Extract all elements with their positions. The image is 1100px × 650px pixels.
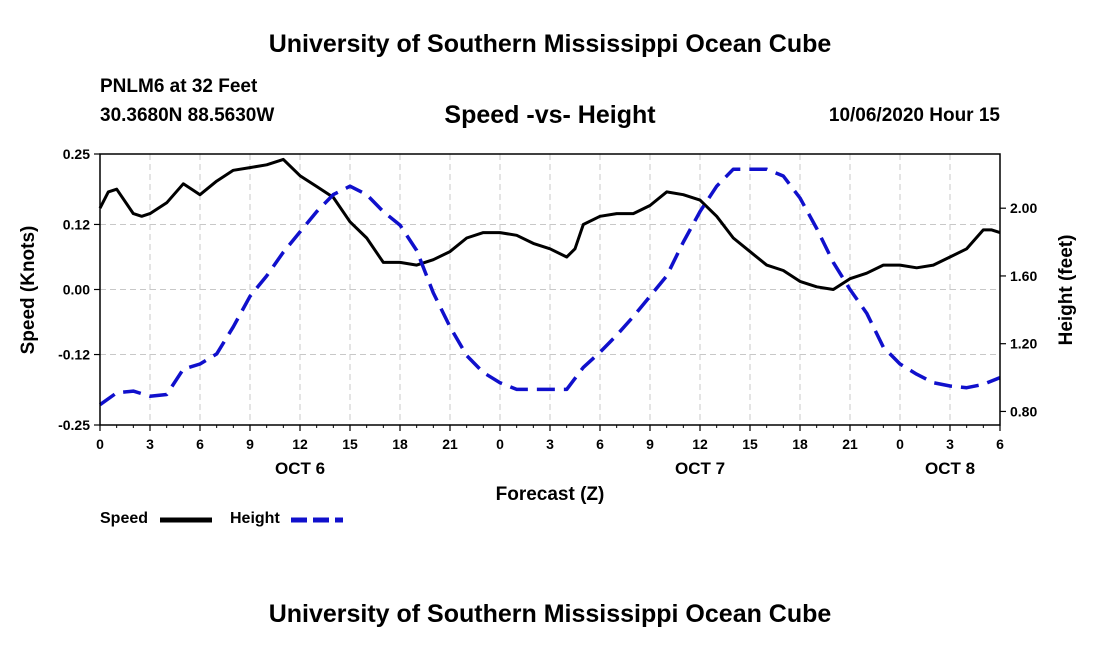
date-label: OCT 7: [675, 459, 725, 478]
y-tick-label: 0.12: [63, 216, 90, 232]
y-tick-label: 0.25: [63, 146, 90, 162]
y2-tick-label: 2.00: [1010, 200, 1037, 216]
y2-axis-label: Height (feet): [1056, 235, 1077, 346]
x-tick-label: 6: [196, 436, 204, 452]
speed-series-line: [98, 157, 1001, 291]
date-label: OCT 6: [275, 459, 325, 478]
x-axis-label: Forecast (Z): [496, 484, 605, 505]
coordinates-label: 30.3680N 88.5630W: [100, 105, 275, 126]
y-tick-label: 0.00: [63, 282, 90, 298]
grid-layer: [100, 154, 1000, 425]
x-tick-label: 6: [996, 436, 1004, 452]
footer-title: University of Southern Mississippi Ocean…: [268, 600, 832, 628]
x-tick-label: 18: [392, 436, 408, 452]
x-tick-label: 12: [292, 436, 308, 452]
chart-title: Speed -vs- Height: [444, 101, 656, 129]
x-tick-label: 0: [96, 436, 104, 452]
y-tick-label: -0.25: [58, 417, 90, 433]
height-series-line: [98, 167, 1001, 407]
y-axis-label: Speed (Knots): [18, 226, 39, 355]
x-tick-label: 21: [442, 436, 458, 452]
axis-layer: 0 3 6 9 12 15 18 21 0 3 6 9 12 15 18 21 0 3 6 0.25 0.12 0.00 -…: [58, 146, 1037, 478]
x-tick-label: 12: [692, 436, 708, 452]
x-tick-label: 15: [342, 436, 358, 452]
x-tick-label: 9: [246, 436, 254, 452]
date-label: OCT 8: [925, 459, 975, 478]
x-tick-label: 3: [146, 436, 154, 452]
x-tick-label: 3: [546, 436, 554, 452]
x-tick-label: 0: [896, 436, 904, 452]
x-tick-label: 3: [946, 436, 954, 452]
legend-speed-label: Speed: [100, 510, 149, 527]
x-tick-label: 0: [496, 436, 504, 452]
series-layer: [98, 157, 1001, 407]
y2-tick-label: 1.20: [1010, 336, 1037, 352]
x-tick-label: 18: [792, 436, 808, 452]
y-tick-label: -0.12: [58, 347, 90, 363]
y2-tick-label: 1.60: [1010, 268, 1037, 284]
main-title: University of Southern Mississippi Ocean…: [268, 30, 832, 58]
x-tick-label: 15: [742, 436, 758, 452]
station-label: PNLM6 at 32 Feet: [100, 76, 258, 97]
y2-tick-label: 0.80: [1010, 403, 1037, 419]
x-tick-label: 6: [596, 436, 604, 452]
x-tick-label: 21: [842, 436, 858, 452]
x-tick-label: 9: [646, 436, 654, 452]
legend-height-label: Height: [230, 510, 280, 527]
datetime-label: 10/06/2020 Hour 15: [828, 105, 1000, 126]
